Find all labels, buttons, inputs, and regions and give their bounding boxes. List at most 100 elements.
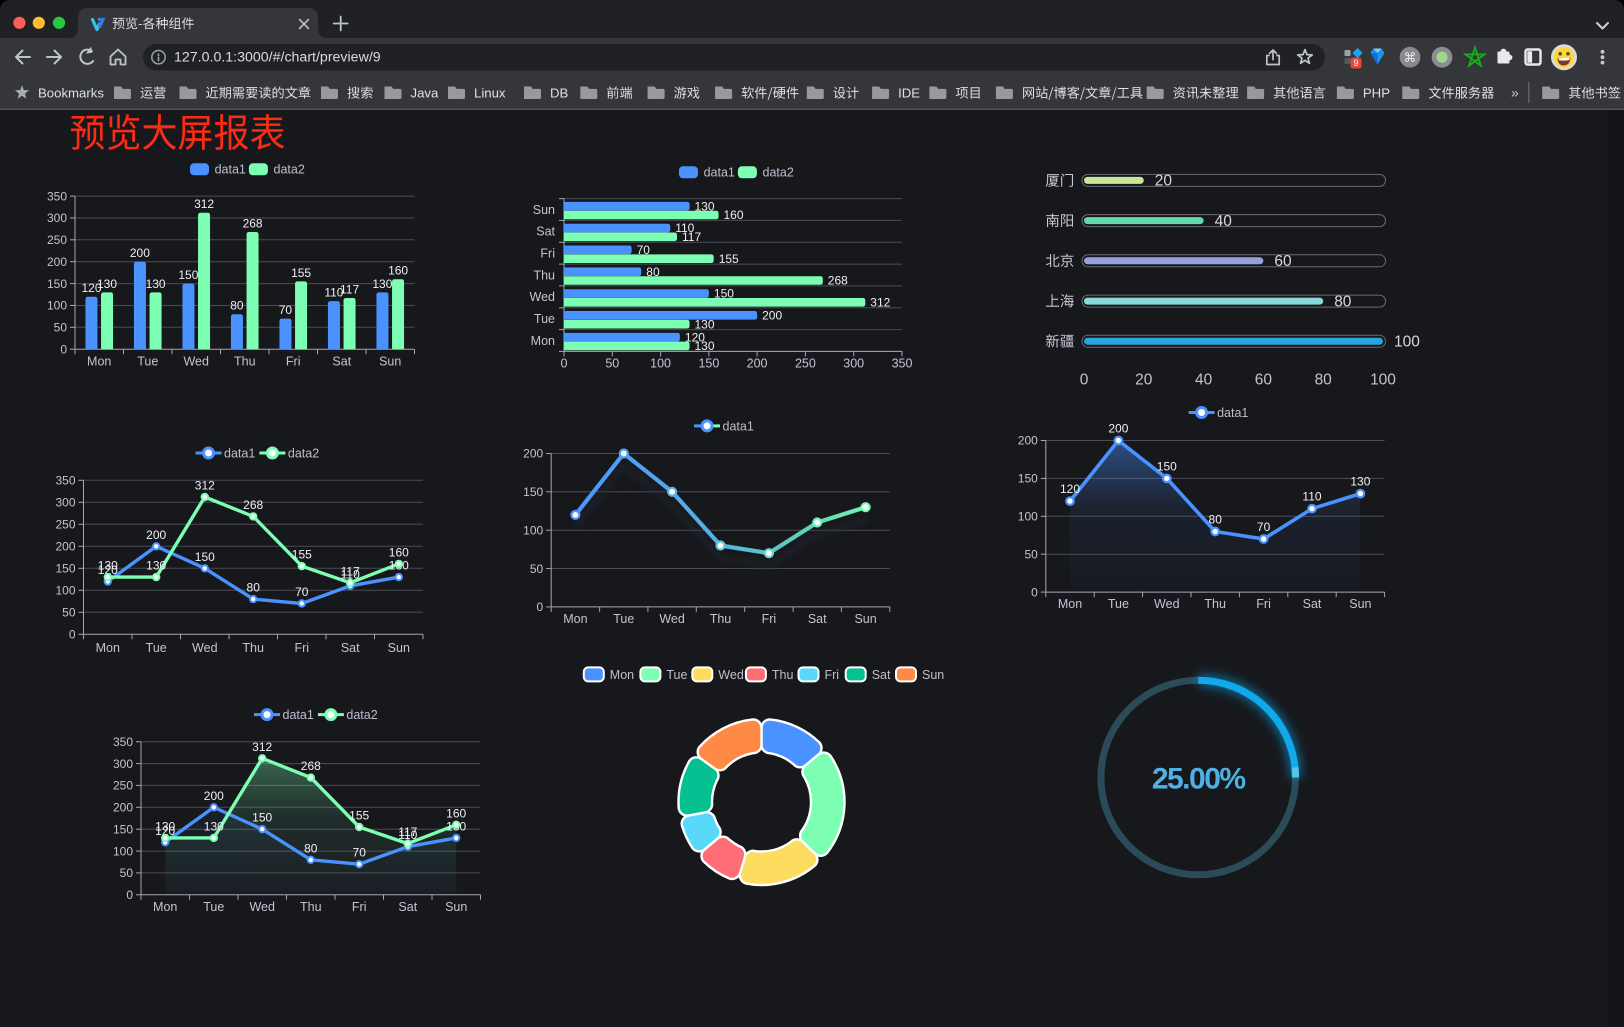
svg-text:80: 80	[1209, 513, 1223, 527]
svg-text:100: 100	[523, 523, 543, 537]
svg-text:80: 80	[230, 299, 244, 313]
svg-text:160: 160	[389, 545, 409, 559]
svg-text:Mon: Mon	[610, 668, 634, 682]
svg-text:100: 100	[1018, 510, 1038, 524]
svg-text:Thu: Thu	[242, 641, 264, 655]
svg-text:data1: data1	[1217, 406, 1248, 420]
svg-text:Fri: Fri	[295, 641, 310, 655]
svg-text:130: 130	[204, 819, 224, 833]
svg-text:Thu: Thu	[772, 668, 794, 682]
svg-text:110: 110	[675, 221, 694, 235]
svg-text:Sat: Sat	[536, 225, 555, 239]
svg-text:200: 200	[747, 356, 768, 370]
svg-text:250: 250	[47, 233, 67, 247]
svg-text:Linux: Linux	[474, 85, 506, 100]
svg-text:50: 50	[1024, 547, 1038, 561]
svg-text:350: 350	[55, 474, 75, 488]
svg-text:150: 150	[714, 287, 734, 301]
svg-text:Wed: Wed	[183, 355, 209, 369]
svg-text:0: 0	[1080, 372, 1089, 389]
svg-text:»: »	[1511, 85, 1519, 101]
svg-text:IDE: IDE	[898, 85, 920, 100]
svg-text:155: 155	[719, 252, 739, 266]
svg-text:80: 80	[304, 841, 318, 855]
svg-text:160: 160	[724, 208, 744, 222]
svg-text:PHP: PHP	[1363, 85, 1390, 100]
svg-text:Sat: Sat	[872, 668, 891, 682]
svg-text:130: 130	[695, 199, 715, 213]
svg-text:130: 130	[372, 277, 392, 291]
svg-text:Mon: Mon	[87, 355, 111, 369]
svg-text:130: 130	[155, 819, 175, 833]
svg-text:150: 150	[523, 485, 543, 499]
svg-text:110: 110	[341, 567, 360, 581]
svg-text:150: 150	[1018, 472, 1038, 486]
svg-text:130: 130	[146, 559, 166, 573]
svg-text:Sat: Sat	[332, 355, 351, 369]
svg-text:130: 130	[695, 339, 715, 353]
svg-text:120: 120	[81, 281, 101, 295]
svg-text:150: 150	[47, 277, 67, 291]
svg-text:300: 300	[55, 496, 75, 510]
svg-text:150: 150	[113, 822, 133, 836]
svg-text:350: 350	[113, 735, 133, 749]
svg-text:Fri: Fri	[1256, 597, 1271, 611]
svg-text:data1: data1	[723, 419, 754, 433]
svg-text:160: 160	[388, 264, 408, 278]
svg-text:25.00%: 25.00%	[1152, 763, 1246, 796]
svg-text:60: 60	[1255, 372, 1273, 389]
svg-text:Sat: Sat	[341, 641, 360, 655]
svg-text:Fri: Fri	[825, 668, 840, 682]
svg-text:Mon: Mon	[1058, 597, 1082, 611]
svg-text:100: 100	[55, 584, 75, 598]
svg-text:Java: Java	[411, 85, 440, 100]
svg-text:0: 0	[561, 356, 568, 370]
svg-text:70: 70	[279, 303, 293, 317]
svg-text:70: 70	[353, 846, 367, 860]
svg-text:312: 312	[194, 197, 214, 211]
svg-text:155: 155	[349, 809, 369, 823]
svg-text:Mon: Mon	[96, 641, 120, 655]
svg-text:312: 312	[252, 740, 272, 754]
svg-text:200: 200	[55, 540, 75, 554]
svg-text:130: 130	[1350, 475, 1370, 489]
svg-text:data1: data1	[224, 446, 255, 460]
svg-text:Thu: Thu	[710, 612, 732, 626]
svg-text:200: 200	[523, 447, 543, 461]
svg-text:268: 268	[243, 217, 263, 231]
svg-text:100: 100	[47, 299, 67, 313]
svg-text:Tue: Tue	[666, 668, 687, 682]
svg-text:70: 70	[637, 243, 651, 257]
svg-text:40: 40	[1195, 372, 1213, 389]
svg-text:130: 130	[146, 277, 166, 291]
svg-text:60: 60	[1274, 253, 1292, 270]
svg-text:50: 50	[120, 866, 134, 880]
svg-text:150: 150	[252, 811, 272, 825]
svg-text:Wed: Wed	[249, 900, 275, 914]
svg-text:150: 150	[1157, 459, 1177, 473]
svg-text:Thu: Thu	[1204, 597, 1226, 611]
svg-text:data2: data2	[288, 446, 319, 460]
svg-text:300: 300	[113, 757, 133, 771]
svg-text:110: 110	[324, 286, 343, 300]
svg-text:80: 80	[646, 265, 660, 279]
svg-text:130: 130	[98, 559, 118, 573]
svg-text:268: 268	[243, 498, 263, 512]
svg-text:200: 200	[762, 309, 782, 323]
svg-text:100: 100	[650, 356, 671, 370]
svg-text:100: 100	[113, 844, 133, 858]
svg-text:250: 250	[113, 779, 133, 793]
svg-text:Wed: Wed	[718, 668, 744, 682]
svg-text:DB: DB	[550, 85, 569, 100]
svg-text:Bookmarks: Bookmarks	[38, 85, 104, 100]
svg-text:data2: data2	[346, 708, 377, 722]
svg-text:70: 70	[295, 585, 309, 599]
svg-text:268: 268	[301, 759, 321, 773]
svg-text:Tue: Tue	[534, 312, 555, 326]
svg-text:250: 250	[55, 518, 75, 532]
svg-text:117: 117	[341, 564, 360, 578]
svg-text:120: 120	[1060, 482, 1080, 496]
svg-text:312: 312	[870, 296, 890, 310]
svg-text:155: 155	[292, 548, 312, 562]
svg-text:70: 70	[1257, 520, 1271, 534]
